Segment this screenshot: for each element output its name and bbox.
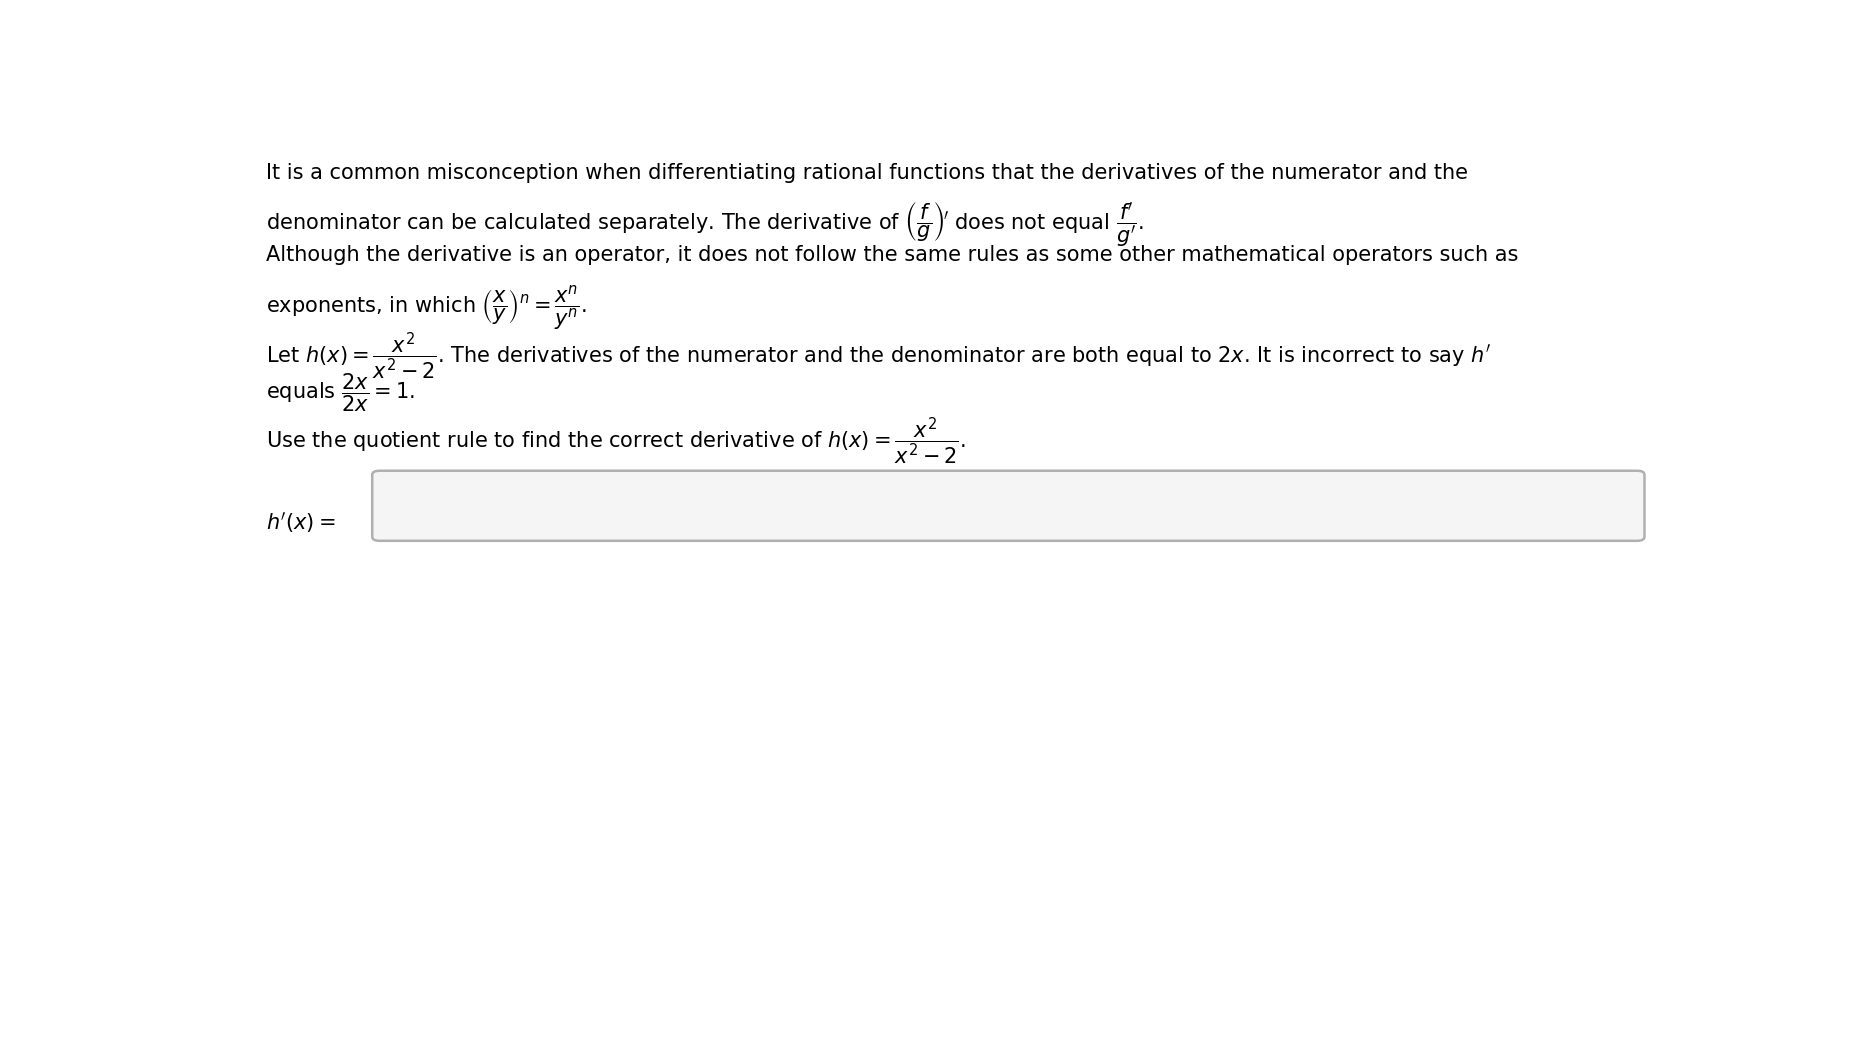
FancyBboxPatch shape [373, 471, 1644, 541]
Text: It is a common misconception when differentiating rational functions that the de: It is a common misconception when differ… [266, 163, 1467, 183]
Text: denominator can be calculated separately. The derivative of $\left(\dfrac{f}{g}\: denominator can be calculated separately… [266, 200, 1143, 250]
Text: Although the derivative is an operator, it does not follow the same rules as som: Although the derivative is an operator, … [266, 245, 1517, 266]
Text: Use the quotient rule to find the correct derivative of $h(x) = \dfrac{x^{2}}{x^: Use the quotient rule to find the correc… [266, 416, 966, 468]
Text: exponents, in which $\left(\dfrac{x}{y}\right)^{n} = \dfrac{x^{n}}{y^{n}}$.: exponents, in which $\left(\dfrac{x}{y}\… [266, 284, 586, 332]
Text: Let $h(x) = \dfrac{x^{2}}{x^{2}-2}$. The derivatives of the numerator and the de: Let $h(x) = \dfrac{x^{2}}{x^{2}-2}$. The… [266, 330, 1491, 382]
Text: $h^{\prime}(x) =$: $h^{\prime}(x) =$ [266, 510, 335, 535]
Text: equals $\dfrac{2x}{2x} = 1$.: equals $\dfrac{2x}{2x} = 1$. [266, 371, 416, 414]
